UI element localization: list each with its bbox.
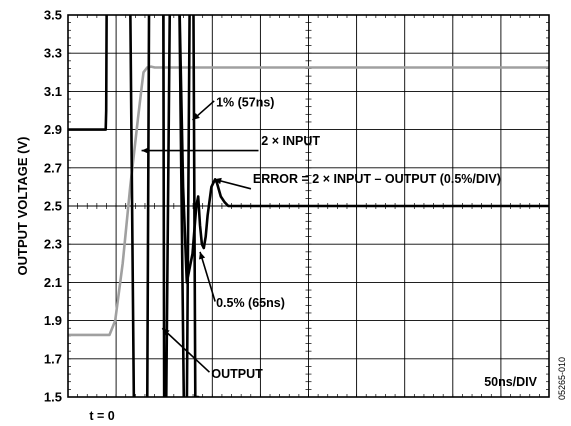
y-tick-label: 1.5 xyxy=(44,390,62,405)
y-tick-label: 1.9 xyxy=(44,313,62,328)
t0-label: t = 0 xyxy=(89,409,114,423)
y-tick-label: 2.7 xyxy=(44,160,62,175)
scale-label: 50ns/DIV xyxy=(484,375,537,389)
y-tick-label: 2.5 xyxy=(44,199,62,214)
arrow-half-percent xyxy=(199,251,216,302)
arrow-output xyxy=(161,327,211,373)
series-layer xyxy=(68,15,549,397)
y-tick-label: 2.9 xyxy=(44,122,62,137)
annotation-one-percent: 1% (57ns) xyxy=(216,96,274,110)
annotation-arrows xyxy=(141,100,259,373)
plot-frame xyxy=(67,14,550,398)
y-axis-label: OUTPUT VOLTAGE (V) xyxy=(15,137,30,276)
annotation-output: OUTPUT xyxy=(211,367,263,381)
series-line-input xyxy=(68,65,549,337)
annotation-error-equation: ERROR = 2 × INPUT – OUTPUT (0.5%/DIV) xyxy=(253,172,501,186)
y-tick-label: 2.1 xyxy=(44,275,62,290)
arrow-error xyxy=(213,177,252,190)
gridlines xyxy=(67,14,549,397)
figure-id-label: 05265-010 xyxy=(557,357,567,400)
y-tick-label: 3.3 xyxy=(44,46,62,61)
y-tick-label: 3.5 xyxy=(44,8,62,23)
y-tick-label: 2.3 xyxy=(44,237,62,252)
y-tick-labels: 3.5 3.3 3.1 2.9 2.7 2.5 2.3 2.1 1.9 1.7 1.5 xyxy=(44,8,62,405)
annotation-two-input: 2 × INPUT xyxy=(261,134,320,148)
y-tick-label: 1.7 xyxy=(44,351,62,366)
arrow-two-input xyxy=(141,147,259,154)
series-line-error xyxy=(178,15,549,284)
y-tick-label: 3.1 xyxy=(44,84,62,99)
arrow-one-percent xyxy=(191,100,215,121)
annotation-half-percent: 0.5% (65ns) xyxy=(216,296,285,310)
